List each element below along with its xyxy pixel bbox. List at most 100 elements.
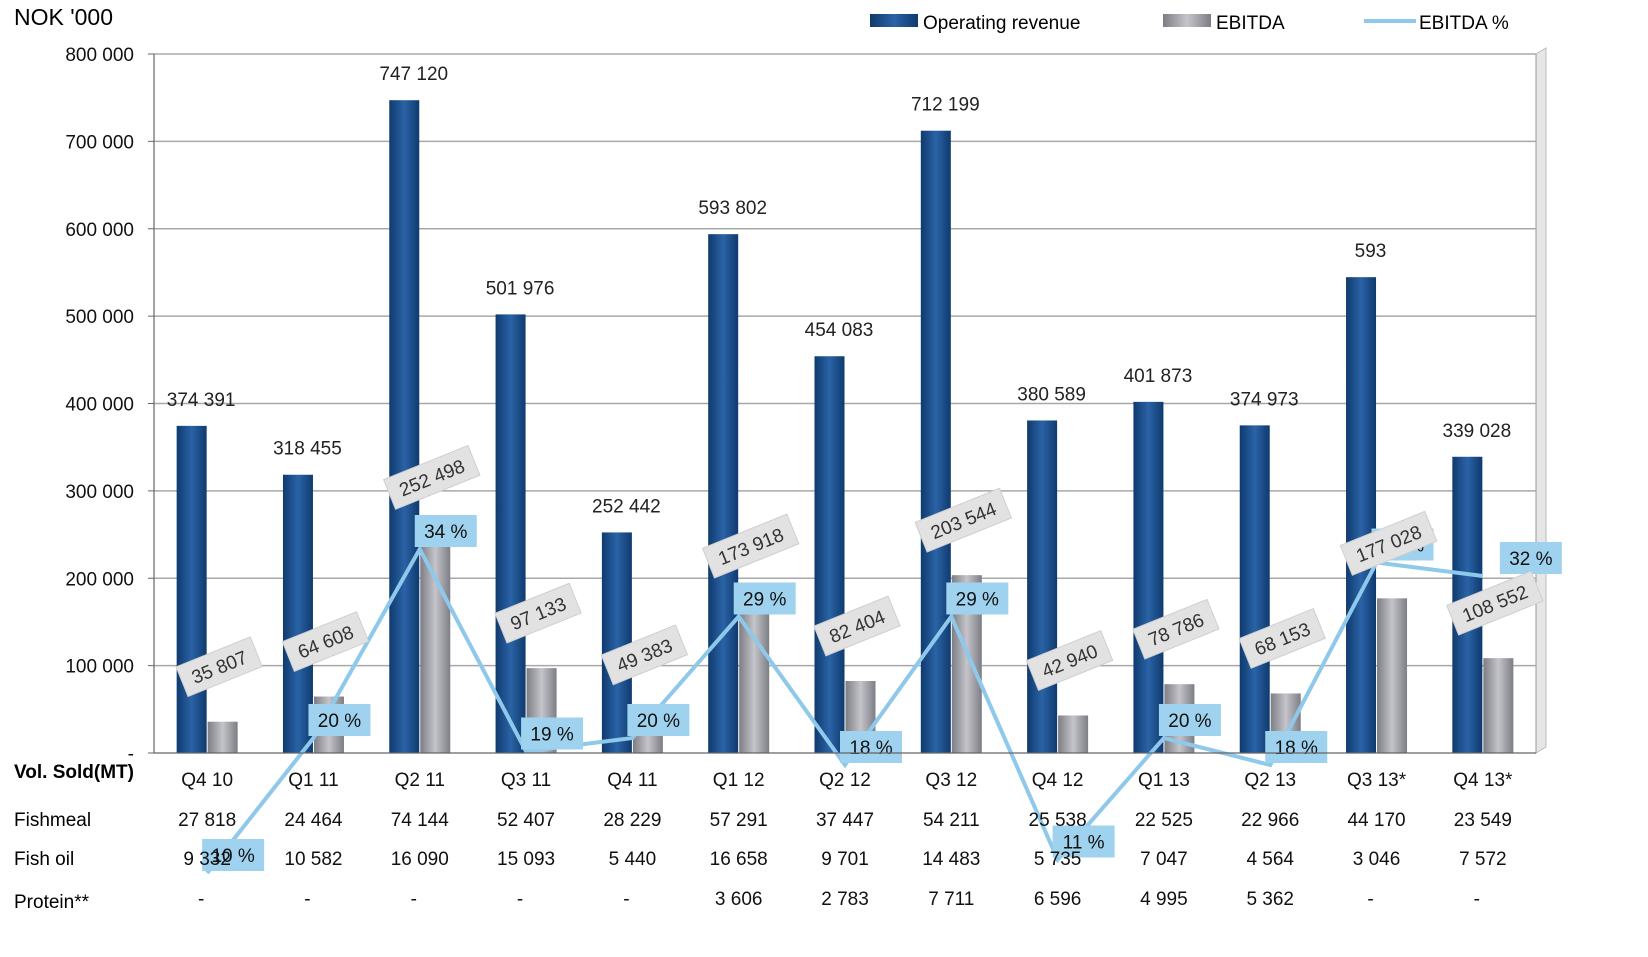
y-tick-label: 800 000 [65,45,134,66]
volume-cell: 3 606 [715,889,763,910]
operating-revenue-label: 454 083 [805,320,874,341]
volume-cell: 7 711 [928,889,974,910]
volume-cell: 7 572 [1459,849,1507,870]
volume-row-label: Fishmeal [14,810,91,831]
operating-revenue-label: 339 028 [1443,421,1512,442]
volume-table-header: Vol. Sold(MT) [14,762,134,783]
ebitda-percent-label: 20 % [318,711,361,732]
legend-bar-swatch [1163,14,1211,27]
ebitda-percent-label: 34 % [424,522,467,543]
operating-revenue-label: 380 589 [1017,384,1086,405]
legend-label: EBITDA [1216,13,1285,34]
operating-revenue-bar [177,426,207,753]
x-category-label: Q3 12 [925,770,977,791]
volume-cell: 14 483 [922,849,980,870]
x-category-label: Q4 10 [181,770,233,791]
volume-cell: 74 144 [391,810,450,831]
x-category-label: Q3 11 [501,770,551,791]
volume-cell: 22 966 [1241,810,1299,831]
volume-cell: 16 658 [710,849,768,870]
volume-cell: 5 362 [1246,889,1294,910]
ebitda-bar [1377,598,1407,753]
volume-cell: 27 818 [178,810,236,831]
volume-cell: 7 047 [1140,849,1188,870]
volume-cell: 54 211 [923,810,980,831]
volume-row-label: Protein** [14,892,90,913]
operating-revenue-bar [1133,402,1163,753]
x-category-label: Q2 13 [1244,770,1296,791]
volume-cell: 23 549 [1454,810,1512,831]
operating-revenue-label: 501 976 [486,278,555,299]
volume-cell: 57 291 [710,810,768,831]
volume-cell: 52 407 [497,810,555,831]
legend-label: Operating revenue [923,13,1080,34]
operating-revenue-label: 401 873 [1124,366,1193,387]
y-tick-label: 300 000 [65,482,134,503]
volume-cell: 25 538 [1029,810,1087,831]
y-tick-label: 100 000 [65,657,134,678]
volume-cell: 6 596 [1034,889,1082,910]
operating-revenue-bar [1346,277,1376,753]
volume-cell: 2 783 [821,889,869,910]
x-category-label: Q4 11 [607,770,657,791]
operating-revenue-label: 374 973 [1230,389,1299,410]
volume-cell: 4 564 [1246,849,1294,870]
operating-revenue-bar [389,100,419,753]
operating-revenue-bar [708,234,738,753]
volume-row-label: Fish oil [14,849,74,870]
legend-label: EBITDA % [1419,13,1509,34]
ebitda-percent-label: 32 % [1509,549,1552,570]
ebitda-bar [1058,715,1088,753]
volume-cell: 9 332 [183,849,231,870]
volume-cell: 15 093 [497,849,555,870]
x-category-label: Q3 13* [1347,770,1407,791]
operating-revenue-bar [815,356,845,753]
x-category-label: Q4 12 [1032,770,1084,791]
volume-cell: 4 995 [1140,889,1188,910]
volume-cell: 28 229 [603,810,661,831]
volume-cell: 5 440 [609,849,657,870]
volume-cell: 44 170 [1347,810,1405,831]
y-tick-label: 500 000 [65,307,134,328]
ebitda-percent-label: 29 % [743,590,786,611]
x-category-label: Q2 11 [395,770,445,791]
operating-revenue-bar [496,314,526,753]
operating-revenue-bar [1240,425,1270,753]
unit-label: NOK '000 [14,4,113,30]
volume-cell: - [411,889,417,910]
operating-revenue-label: 712 199 [911,95,980,116]
operating-revenue-bar [1027,420,1057,753]
ebitda-percent-label: 20 % [1168,711,1211,732]
volume-cell: 24 464 [284,810,343,831]
volume-cell: 9 701 [821,849,869,870]
y-tick-label: 400 000 [65,395,134,416]
operating-revenue-bar [921,131,951,753]
operating-revenue-label: 318 455 [273,439,342,460]
x-category-label: Q1 11 [288,770,338,791]
y-tick-label: 700 000 [65,132,134,153]
x-category-label: Q4 13* [1453,770,1513,791]
volume-cell: 10 582 [284,849,342,870]
operating-revenue-label: 374 391 [167,390,236,411]
ebitda-percent-label: 18 % [849,738,892,759]
volume-cell: 16 090 [391,849,449,870]
legend: Operating revenue EBITDA EBITDA % [870,13,1509,34]
volume-cell: - [517,889,523,910]
volume-cell: 37 447 [816,810,874,831]
operating-revenue-label: 747 120 [379,64,448,85]
operating-revenue-label: 252 442 [592,496,661,517]
ebitda-bar [420,532,450,753]
ebitda-percent-label: 19 % [530,725,573,746]
ebitda-percent-label: 29 % [956,590,999,611]
volume-cell: - [304,889,310,910]
volume-cell: 3 046 [1353,849,1401,870]
y-tick-label: 600 000 [65,220,134,241]
operating-revenue-label: 593 [1355,241,1387,262]
x-category-label: Q2 12 [819,770,871,791]
x-category-label: Q1 13 [1138,770,1190,791]
operating-revenue-label: 593 802 [698,198,767,219]
volume-cell: - [1474,889,1480,910]
volume-cell: - [1367,889,1373,910]
ebitda-percent-label: 18 % [1275,738,1318,759]
